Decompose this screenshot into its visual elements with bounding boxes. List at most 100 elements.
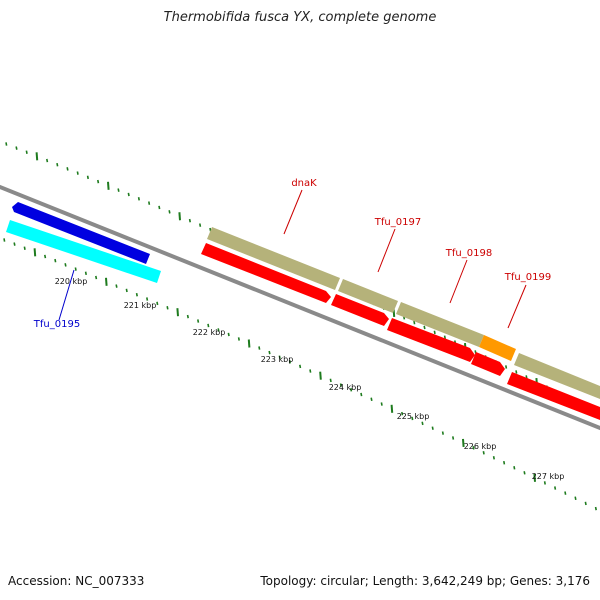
tick-outer-41 [423,325,426,330]
tick-inner-36 [370,397,373,402]
tick-inner-37 [380,402,383,406]
tick-inner-7 [74,267,77,271]
tick-outer-16 [168,210,171,214]
scale-label-221: 221 kbp [124,301,157,310]
tick-outer-8 [86,175,89,180]
tick-outer-49 [505,365,508,369]
tick-inner-52 [533,473,536,482]
scale-labels: 220 kbp 221 kbp 222 kbp 223 kbp 224 kbp … [55,277,565,481]
feature-tfu0195-lower[interactable] [6,220,161,283]
tick-inner-44 [452,436,455,440]
tick-outer-7 [76,171,79,175]
scale-label-227: 227 kbp [532,472,565,481]
feature-tfu0197-forward[interactable] [338,279,398,313]
tick-inner-27 [278,355,281,359]
tick-inner-40 [411,416,414,421]
tick-inner-54 [554,486,557,490]
tick-inner-48 [492,456,495,460]
tick-outer-11 [117,188,120,192]
leader-tfu0199 [507,284,527,329]
tick-inner-29 [299,364,302,369]
gene-label-tfu0198[interactable]: Tfu_0198 [445,248,492,259]
tick-outer-18 [188,218,191,223]
tick-outer-6 [66,167,69,171]
feature-layer [6,202,600,420]
feature-tfu0199-forward[interactable] [514,353,600,399]
tick-inner-22 [227,332,230,337]
map-title: Thermobifida fusca YX, complete genome [163,10,437,25]
tick-outer-14 [148,201,151,205]
tick-outer-13 [137,197,140,201]
tick-inner-45 [462,438,465,447]
tick-inner-14 [146,297,149,301]
tick-inner-34 [350,388,353,392]
tick-inner-18 [186,314,189,319]
scale-label-226: 226 kbp [464,442,497,451]
scale-label-223: 223 kbp [261,355,294,364]
tick-outer-2 [25,150,28,154]
tick-inner-53 [543,481,546,485]
feature-rna[interactable] [479,335,516,361]
leader-tfu0198 [449,259,468,304]
tick-inner-15 [156,301,159,306]
tick-outer-1 [15,146,18,150]
genome-summary-text: Topology: circular; Length: 3,642,249 bp… [260,574,590,588]
tick-inner-50 [513,466,516,470]
tick-inner-8 [84,271,87,276]
gene-label-tfu0199[interactable]: Tfu_0199 [504,272,551,283]
accession-text: Accession: NC_007333 [8,574,145,588]
tick-inner-38 [390,404,394,413]
scale-label-225: 225 kbp [397,412,430,421]
tick-outer-50 [515,370,518,374]
tick-outer-40 [413,320,416,325]
feature-tfu0198-forward[interactable] [396,302,484,347]
tick-outer-10 [107,181,110,190]
tick-outer-12 [127,192,130,197]
tick-outer-4 [46,158,49,163]
tick-inner-12 [125,288,128,293]
tick-inner-1 [13,242,16,246]
feature-tfu0195-upper[interactable] [12,202,150,264]
tick-inner-17 [176,308,179,317]
feature-dnak-forward[interactable] [207,227,340,290]
feature-reverse-1[interactable] [201,243,331,303]
feature-reverse-2[interactable] [331,294,389,326]
gene-label-leaders [58,189,527,329]
tick-inner-31 [319,371,322,380]
tick-inner-5 [54,258,57,263]
tick-inner-3 [33,248,37,257]
tick-inner-57 [584,501,587,506]
tick-inner-51 [523,471,526,475]
tick-inner-23 [237,337,240,341]
tick-inner-11 [115,284,118,288]
tick-outer-17 [178,212,181,221]
gene-label-tfu0195[interactable]: Tfu_0195 [33,319,80,330]
tick-inner-58 [594,506,597,511]
tick-outer-15 [158,205,161,210]
tick-inner-9 [95,275,98,280]
tick-outer-9 [97,179,100,184]
tick-inner-42 [431,426,434,430]
feature-reverse-5[interactable] [507,372,600,420]
tick-inner-41 [421,421,424,426]
tick-inner-30 [309,369,312,373]
tick-inner-6 [64,263,67,267]
tick-inner-10 [105,277,108,286]
scale-label-222: 222 kbp [193,328,226,337]
gene-label-tfu0197[interactable]: Tfu_0197 [374,217,421,228]
tick-inner-4 [44,254,47,259]
backbone-layer [0,184,600,431]
scale-label-220: 220 kbp [55,277,88,286]
tick-inner-55 [564,491,567,495]
gene-label-dnak[interactable]: dnaK [291,178,317,189]
tick-inner-26 [268,350,271,355]
tick-inner-24 [247,339,251,348]
feature-reverse-3[interactable] [387,318,475,362]
tick-inner-16 [166,306,169,310]
feature-reverse-4[interactable] [471,352,505,376]
tick-inner-13 [135,292,138,297]
gene-labels: Tfu_0195 dnaK Tfu_0197 Tfu_0198 Tfu_0199 [33,178,551,330]
tick-outer-42 [433,330,436,335]
tick-inner-56 [574,496,577,501]
